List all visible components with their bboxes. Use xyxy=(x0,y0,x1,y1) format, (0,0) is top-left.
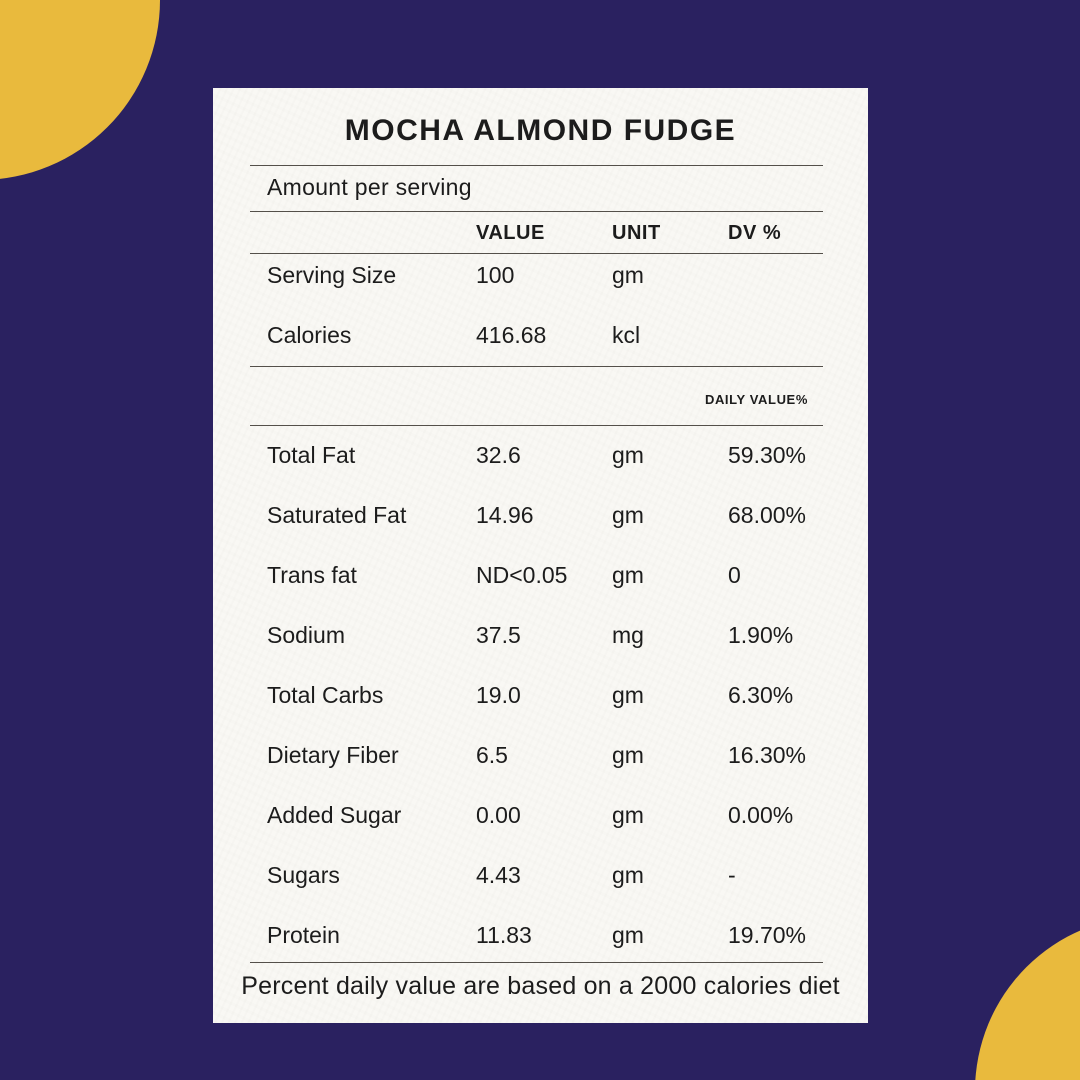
row-unit: gm xyxy=(612,742,644,768)
divider xyxy=(250,366,823,367)
row-label: Dietary Fiber xyxy=(267,742,399,768)
header-value: VALUE xyxy=(476,222,545,244)
row-label: Total Fat xyxy=(267,442,356,468)
row-dv xyxy=(728,260,823,290)
row-dv: 68.00% xyxy=(728,502,807,528)
row-unit: gm xyxy=(612,682,644,708)
row-label: Added Sugar xyxy=(267,802,402,828)
row-value: 11.83 xyxy=(476,922,532,948)
table-row: Calories 416.68 kcl xyxy=(267,320,823,350)
row-unit: gm xyxy=(612,862,644,888)
row-value: 4.43 xyxy=(476,862,521,888)
row-unit: gm xyxy=(612,922,644,948)
row-unit: mg xyxy=(612,622,644,648)
row-label: Sugars xyxy=(267,862,340,888)
row-value: 0.00 xyxy=(476,802,521,828)
footer-note: Percent daily value are based on a 2000 … xyxy=(241,972,840,1000)
amount-per-serving-label: Amount per serving xyxy=(267,174,472,200)
table-row: Trans fat ND<0.05 gm 0 xyxy=(267,560,823,590)
table-row: Saturated Fat 14.96 gm 68.00% xyxy=(267,500,823,530)
table-row: Dietary Fiber 6.5 gm 16.30% xyxy=(267,740,823,770)
row-value: 32.6 xyxy=(476,442,521,468)
header-spacer xyxy=(267,219,476,247)
table-row: Serving Size 100 gm xyxy=(267,260,823,290)
row-dv: 0 xyxy=(728,562,741,588)
accent-circle-top-left xyxy=(0,0,160,180)
row-label: Protein xyxy=(267,922,340,948)
table-row: Sodium 37.5 mg 1.90% xyxy=(267,620,823,650)
row-value: 19.0 xyxy=(476,682,521,708)
row-unit: gm xyxy=(612,802,644,828)
row-value: 100 xyxy=(476,262,515,288)
row-value: 416.68 xyxy=(476,322,547,348)
row-unit: gm xyxy=(612,502,644,528)
row-dv xyxy=(728,320,823,350)
table-row: Sugars 4.43 gm - xyxy=(267,860,823,890)
row-dv: 16.30% xyxy=(728,742,807,768)
row-value: 14.96 xyxy=(476,502,534,528)
row-label: Sodium xyxy=(267,622,345,648)
row-dv: 0.00% xyxy=(728,802,794,828)
row-dv: - xyxy=(728,862,736,888)
row-label: Saturated Fat xyxy=(267,502,407,528)
daily-value-note: DAILY VALUE% xyxy=(704,392,808,407)
divider xyxy=(250,165,823,166)
divider xyxy=(250,962,823,963)
row-label: Serving Size xyxy=(267,262,397,288)
row-dv: 6.30% xyxy=(728,682,794,708)
table-header-row: VALUE UNIT DV % xyxy=(267,219,823,247)
divider xyxy=(250,425,823,426)
accent-circle-bottom-right xyxy=(975,916,1080,1080)
row-label: Trans fat xyxy=(267,562,357,588)
row-label: Total Carbs xyxy=(267,682,384,708)
table-row: Protein 11.83 gm 19.70% xyxy=(267,920,823,950)
divider xyxy=(250,211,823,212)
row-dv: 59.30% xyxy=(728,442,807,468)
row-dv: 1.90% xyxy=(728,622,794,648)
table-row: Total Fat 32.6 gm 59.30% xyxy=(267,440,823,470)
row-value: 6.5 xyxy=(476,742,508,768)
row-dv: 19.70% xyxy=(728,922,807,948)
row-unit: gm xyxy=(612,262,644,288)
row-unit: kcl xyxy=(612,322,641,348)
divider xyxy=(250,253,823,254)
header-unit: UNIT xyxy=(612,222,661,244)
row-value: ND<0.05 xyxy=(476,562,568,588)
table-row: Added Sugar 0.00 gm 0.00% xyxy=(267,800,823,830)
nutrition-label-card: MOCHA ALMOND FUDGE Amount per serving VA… xyxy=(213,88,868,1023)
product-title: MOCHA ALMOND FUDGE xyxy=(344,114,737,147)
header-dv: DV % xyxy=(728,222,782,244)
row-label: Calories xyxy=(267,322,352,348)
table-row: Total Carbs 19.0 gm 6.30% xyxy=(267,680,823,710)
row-value: 37.5 xyxy=(476,622,521,648)
row-unit: gm xyxy=(612,442,644,468)
row-unit: gm xyxy=(612,562,644,588)
